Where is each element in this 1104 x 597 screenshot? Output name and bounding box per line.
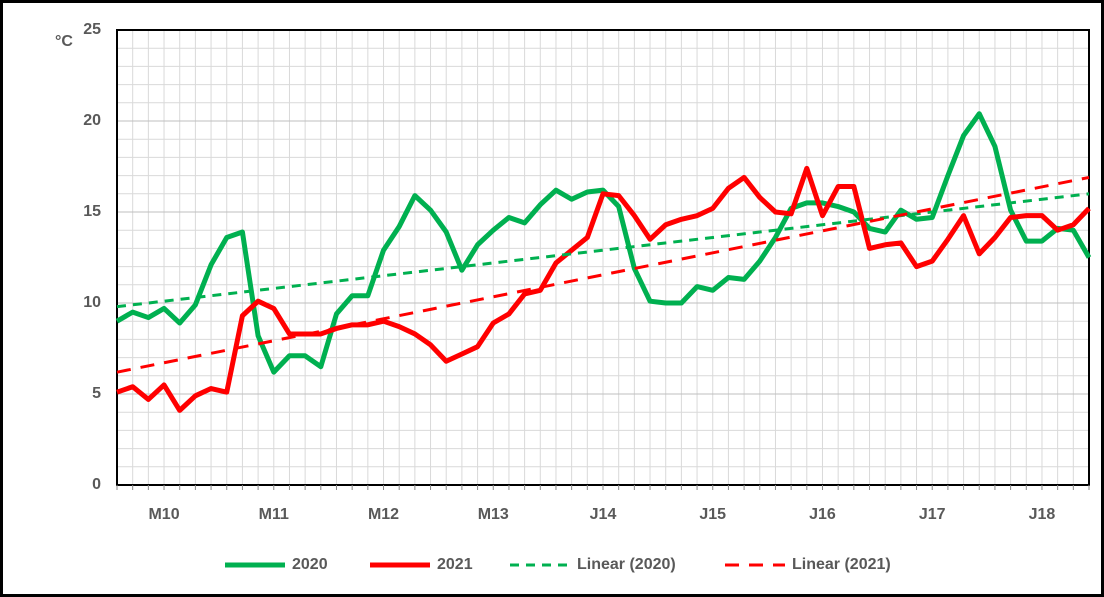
line-series — [115, 111, 1092, 375]
legend-label: Linear (2020) — [577, 556, 676, 573]
trend-line — [116, 192, 1090, 309]
legend-label: 2020 — [292, 556, 328, 573]
x-tick-label: J18 — [1029, 506, 1056, 523]
x-tick-label: M11 — [259, 506, 289, 523]
y-axis-label: °C — [55, 33, 73, 50]
line-series — [116, 165, 1091, 413]
x-tick-label: M12 — [368, 506, 399, 523]
x-tick-label: J17 — [919, 506, 946, 523]
y-tick-label: 10 — [83, 294, 101, 311]
y-tick-label: 25 — [83, 21, 101, 38]
legend-label: Linear (2021) — [792, 556, 891, 573]
x-tick-label: M10 — [148, 506, 179, 523]
y-tick-label: 15 — [83, 203, 101, 220]
x-tick-label: J16 — [809, 506, 836, 523]
x-tick-label: J14 — [590, 506, 617, 523]
y-tick-label: 0 — [92, 476, 101, 493]
y-tick-label: 5 — [92, 385, 101, 402]
x-tick-label: J15 — [699, 506, 726, 523]
trend-line — [116, 175, 1090, 374]
legend-label: 2021 — [437, 556, 473, 573]
x-tick-label: M13 — [478, 506, 509, 523]
y-tick-label: 20 — [83, 112, 101, 129]
